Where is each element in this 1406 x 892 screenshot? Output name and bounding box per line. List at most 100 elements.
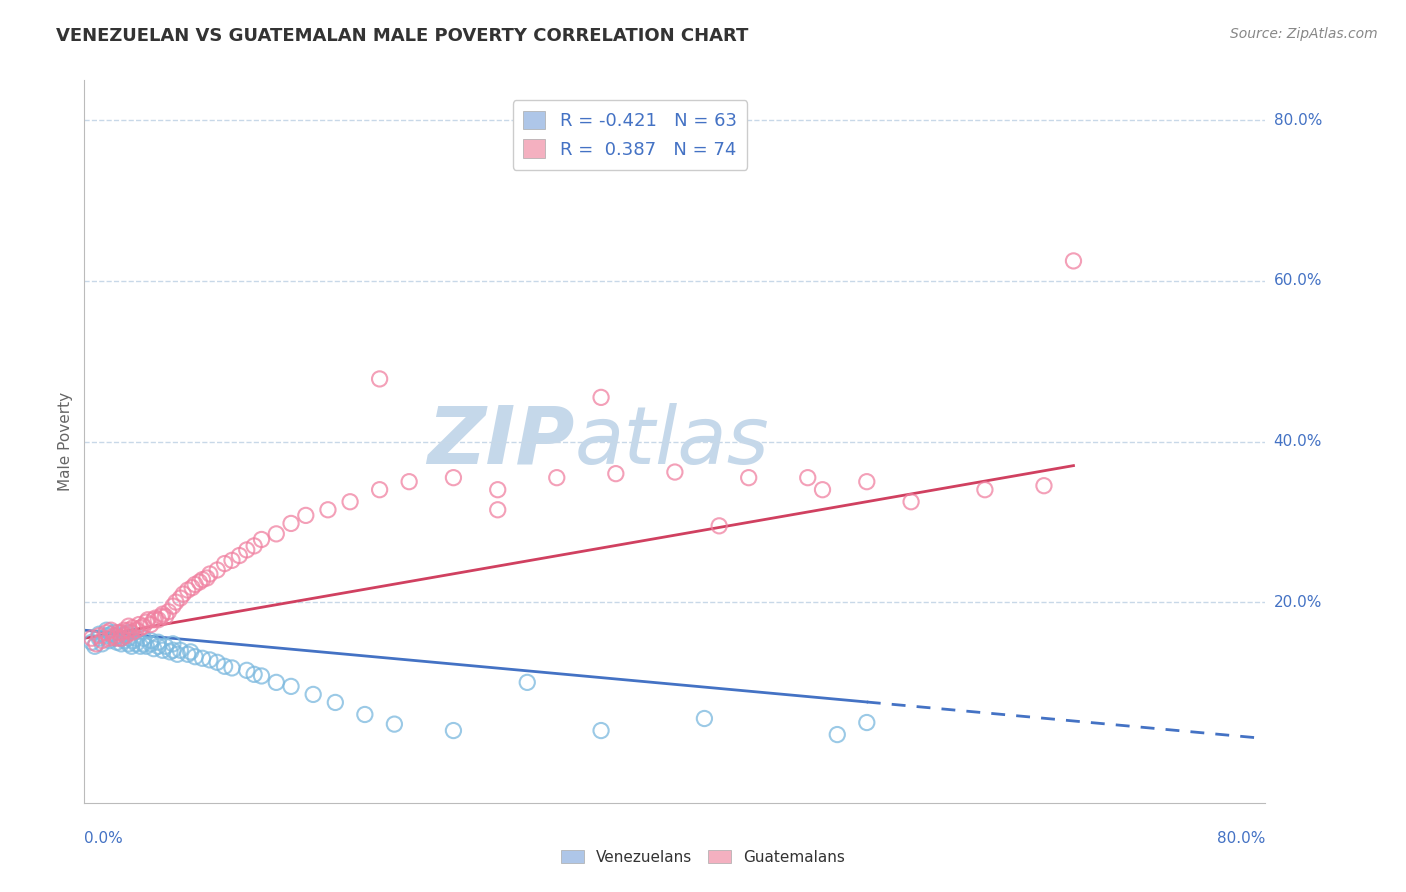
Point [443,723,465,738]
Point [207,655,229,669]
Point [110,637,132,651]
Point [100,627,122,641]
Point [811,483,834,497]
Text: atlas: atlas [575,402,769,481]
Point [135,615,157,630]
Point [295,508,318,523]
Point [83,639,105,653]
Point [103,625,125,640]
Point [148,613,170,627]
Point [129,639,152,653]
Point [132,632,155,646]
Point [105,632,128,646]
Point [121,639,143,653]
Point [87,627,111,641]
Point [125,632,148,646]
Point [103,632,125,646]
Point [184,649,207,664]
Legend: R = -0.421   N = 63, R =  0.387   N = 74: R = -0.421 N = 63, R = 0.387 N = 74 [513,100,748,169]
Point [152,643,174,657]
Point [1063,253,1085,268]
Point [162,599,184,614]
Point [96,623,118,637]
Point [856,715,879,730]
Point [214,659,236,673]
Point [122,621,145,635]
Point [105,635,128,649]
Point [316,502,339,516]
Point [339,494,361,508]
Point [110,632,132,646]
Point [368,483,391,497]
Text: VENEZUELAN VS GUATEMALAN MALE POVERTY CORRELATION CHART: VENEZUELAN VS GUATEMALAN MALE POVERTY CO… [56,27,748,45]
Point [98,632,121,646]
Point [198,567,221,582]
Point [195,571,218,585]
Point [169,591,191,606]
Point [797,471,820,485]
Point [96,625,118,640]
Point [148,635,170,649]
Point [207,563,229,577]
Point [118,623,141,637]
Point [516,675,538,690]
Point [159,645,181,659]
Point [827,728,849,742]
Point [180,645,202,659]
Point [738,471,761,485]
Point [280,516,302,531]
Point [177,583,200,598]
Point [266,675,288,690]
Point [325,696,347,710]
Point [150,609,173,624]
Point [91,637,114,651]
Point [250,533,273,547]
Point [129,621,152,635]
Point [103,629,125,643]
Point [162,637,184,651]
Point [177,648,200,662]
Point [709,518,731,533]
Point [128,617,150,632]
Point [591,723,613,738]
Point [974,483,997,497]
Text: 80.0%: 80.0% [1218,830,1265,846]
Point [221,553,243,567]
Point [856,475,879,489]
Point [118,619,141,633]
Point [191,573,214,587]
Point [605,467,627,481]
Point [486,483,509,497]
Point [214,557,236,571]
Point [87,629,111,643]
Point [546,471,568,485]
Point [157,605,180,619]
Point [1033,478,1056,492]
Point [139,617,162,632]
Point [142,641,165,656]
Point [125,637,148,651]
Point [122,633,145,648]
Text: 0.0%: 0.0% [84,830,124,846]
Point [112,623,135,637]
Point [184,577,207,591]
Point [80,632,103,646]
Point [198,653,221,667]
Point [443,471,465,485]
Point [398,475,420,489]
Point [132,619,155,633]
Point [155,609,177,624]
Point [112,633,135,648]
Point [91,633,114,648]
Point [139,637,162,651]
Point [105,629,128,643]
Point [165,595,187,609]
Point [135,639,157,653]
Text: 80.0%: 80.0% [1274,113,1322,128]
Point [114,627,136,641]
Text: 40.0%: 40.0% [1274,434,1322,449]
Point [143,611,166,625]
Point [121,625,143,640]
Point [118,625,141,640]
Point [243,539,266,553]
